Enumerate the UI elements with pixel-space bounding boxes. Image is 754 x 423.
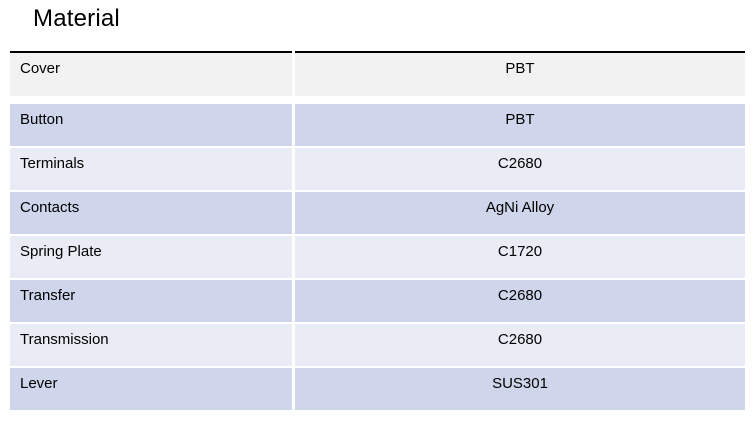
material-value-cell: C1720	[295, 236, 745, 278]
material-value-cell: SUS301	[295, 368, 745, 410]
material-part-cell: Transmission	[10, 324, 292, 366]
material-part-cell: Lever	[10, 368, 292, 410]
table-row: Transmission C2680	[10, 324, 745, 366]
table-row: Transfer C2680	[10, 280, 745, 322]
material-value-cell: AgNi Alloy	[295, 192, 745, 234]
table-row: Button PBT	[10, 104, 745, 146]
material-part-cell: Transfer	[10, 280, 292, 322]
material-part-cell: Button	[10, 104, 292, 146]
material-table: Cover PBT Button PBT Terminals C2680 Con…	[10, 51, 745, 412]
material-value-cell: C2680	[295, 324, 745, 366]
table-row: Spring Plate C1720	[10, 236, 745, 278]
material-value-cell: PBT	[295, 104, 745, 146]
table-row: Contacts AgNi Alloy	[10, 192, 745, 234]
page-title: Material	[33, 5, 120, 32]
material-value-cell: C2680	[295, 148, 745, 190]
table-row: Lever SUS301	[10, 368, 745, 410]
material-part-cell: Terminals	[10, 148, 292, 190]
material-part-cell: Contacts	[10, 192, 292, 234]
material-part-cell: Spring Plate	[10, 236, 292, 278]
material-value-cell: PBT	[295, 51, 745, 96]
material-value-cell: C2680	[295, 280, 745, 322]
table-row: Terminals C2680	[10, 148, 745, 190]
table-row: Cover PBT	[10, 51, 745, 96]
material-part-cell: Cover	[10, 51, 292, 96]
